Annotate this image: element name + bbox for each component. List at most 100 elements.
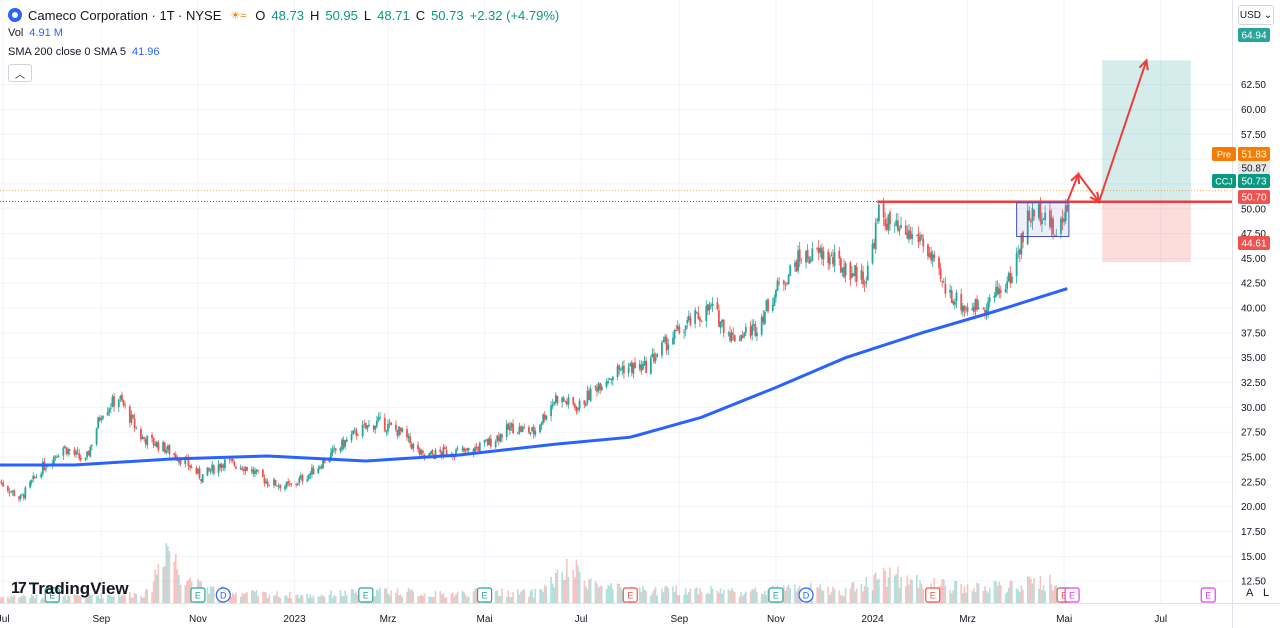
drawings-layer[interactable]	[0, 58, 1232, 238]
candle-body	[542, 414, 545, 424]
auto-scale-button[interactable]: A	[1246, 587, 1254, 599]
candle-body	[596, 387, 598, 392]
candle-body	[820, 247, 823, 259]
volume-bar	[889, 567, 891, 603]
position-tool[interactable]	[1102, 60, 1191, 263]
vol-value: 4.91 M	[29, 27, 63, 39]
candle-body	[860, 270, 863, 280]
price-tag-last-prefix: CCJ	[1215, 177, 1233, 187]
volume-bar	[307, 597, 310, 603]
candle-body	[241, 468, 244, 470]
volume-bar	[852, 582, 855, 603]
candle-body	[960, 293, 963, 311]
volume-bar	[22, 594, 25, 603]
symbol-title[interactable]: Cameco Corporation · 1T · NYSE	[28, 7, 222, 23]
volume-bar	[418, 595, 421, 603]
volume-bar	[135, 593, 137, 603]
volume-bar	[1049, 574, 1051, 603]
candle-body	[898, 228, 901, 232]
volume-bar	[211, 586, 213, 603]
candle-body	[252, 469, 255, 474]
candle-body	[930, 251, 933, 260]
candle-body	[664, 336, 666, 342]
volume-bar	[821, 589, 823, 603]
collapse-legend-button[interactable]: ︿	[8, 64, 32, 82]
volume-bar	[553, 587, 556, 603]
candle-body	[697, 312, 700, 319]
volume-bar	[697, 594, 700, 603]
volume-bar	[745, 591, 747, 603]
candle-body	[501, 434, 503, 438]
volume-bar	[996, 585, 999, 603]
candle-body	[144, 439, 147, 445]
volume-bar	[642, 585, 644, 603]
time-axis-label: Mrz	[380, 614, 397, 625]
candle-body	[854, 265, 857, 277]
log-scale-button[interactable]: L	[1263, 587, 1270, 599]
candle-body	[41, 462, 44, 475]
volume-bar	[556, 569, 559, 603]
volume-bar	[741, 595, 744, 603]
price-tag-stop	[1238, 236, 1270, 250]
volume-bar	[517, 589, 519, 603]
event-marker-label: D	[803, 591, 810, 601]
volume-bar	[466, 597, 468, 603]
sma200-line	[0, 287, 1068, 467]
candle-body	[800, 262, 803, 264]
volume-bar	[1052, 590, 1054, 603]
candle-body	[594, 386, 597, 388]
volume-bar	[760, 593, 763, 603]
market-status-icon[interactable]: ☀≈	[230, 9, 247, 22]
volume-bar	[561, 571, 563, 603]
candle-body	[778, 282, 781, 284]
candle-body	[68, 449, 71, 452]
volume-bar	[65, 599, 68, 603]
candle-body	[976, 298, 978, 310]
event-marker-label: E	[773, 591, 779, 601]
volume-bar	[151, 592, 153, 603]
candle-body	[583, 400, 586, 405]
candle-body	[311, 467, 313, 475]
volume-bar	[288, 591, 291, 603]
candle-body	[261, 469, 264, 477]
time-axis[interactable]: Jul Sep Nov 2023 Mrz Mai Jul Sep Nov 2024 Mrz Mai Ju…	[0, 614, 1167, 625]
candles-layer	[0, 197, 1069, 503]
candle-body	[811, 248, 814, 261]
candle-body	[178, 460, 180, 463]
candle-body	[838, 250, 841, 259]
candle-body	[377, 417, 380, 421]
volume-bar	[1053, 586, 1056, 603]
volume-bar	[284, 595, 286, 603]
candle-body	[279, 484, 282, 489]
volume-bar	[1030, 578, 1032, 603]
volume-bar	[955, 581, 958, 603]
volume-bar	[276, 591, 278, 603]
candle-body	[1028, 210, 1031, 221]
currency-button[interactable]: USD ⌄	[1238, 5, 1274, 25]
dividend-marker-icon	[215, 587, 231, 603]
volume-bar	[87, 593, 90, 603]
volume-indicator-legend[interactable]: Vol 4.91 M	[8, 27, 63, 39]
candle-body	[927, 244, 929, 257]
candle-body	[721, 320, 723, 323]
tradingview-logo[interactable]: 17 TradingView	[11, 579, 129, 599]
candle-body	[312, 468, 315, 475]
candle-body	[187, 457, 190, 467]
candle-body	[629, 363, 632, 367]
volume-bar	[173, 561, 175, 603]
candle-body	[35, 476, 38, 478]
volume-bar	[718, 592, 720, 603]
time-axis-label: 2024	[861, 614, 884, 625]
candle-body	[908, 230, 910, 240]
price-axis-label: 60.00	[1241, 105, 1266, 116]
candle-body	[608, 378, 611, 380]
sma-indicator-legend[interactable]: SMA 200 close 0 SMA 5 41.96	[8, 46, 160, 58]
candle-body	[920, 234, 923, 238]
volume-bar	[420, 594, 423, 603]
price-tag-premarket-badge	[1212, 147, 1236, 161]
candle-body	[10, 491, 12, 493]
candle-body	[841, 268, 844, 273]
volume-bar	[605, 589, 608, 603]
